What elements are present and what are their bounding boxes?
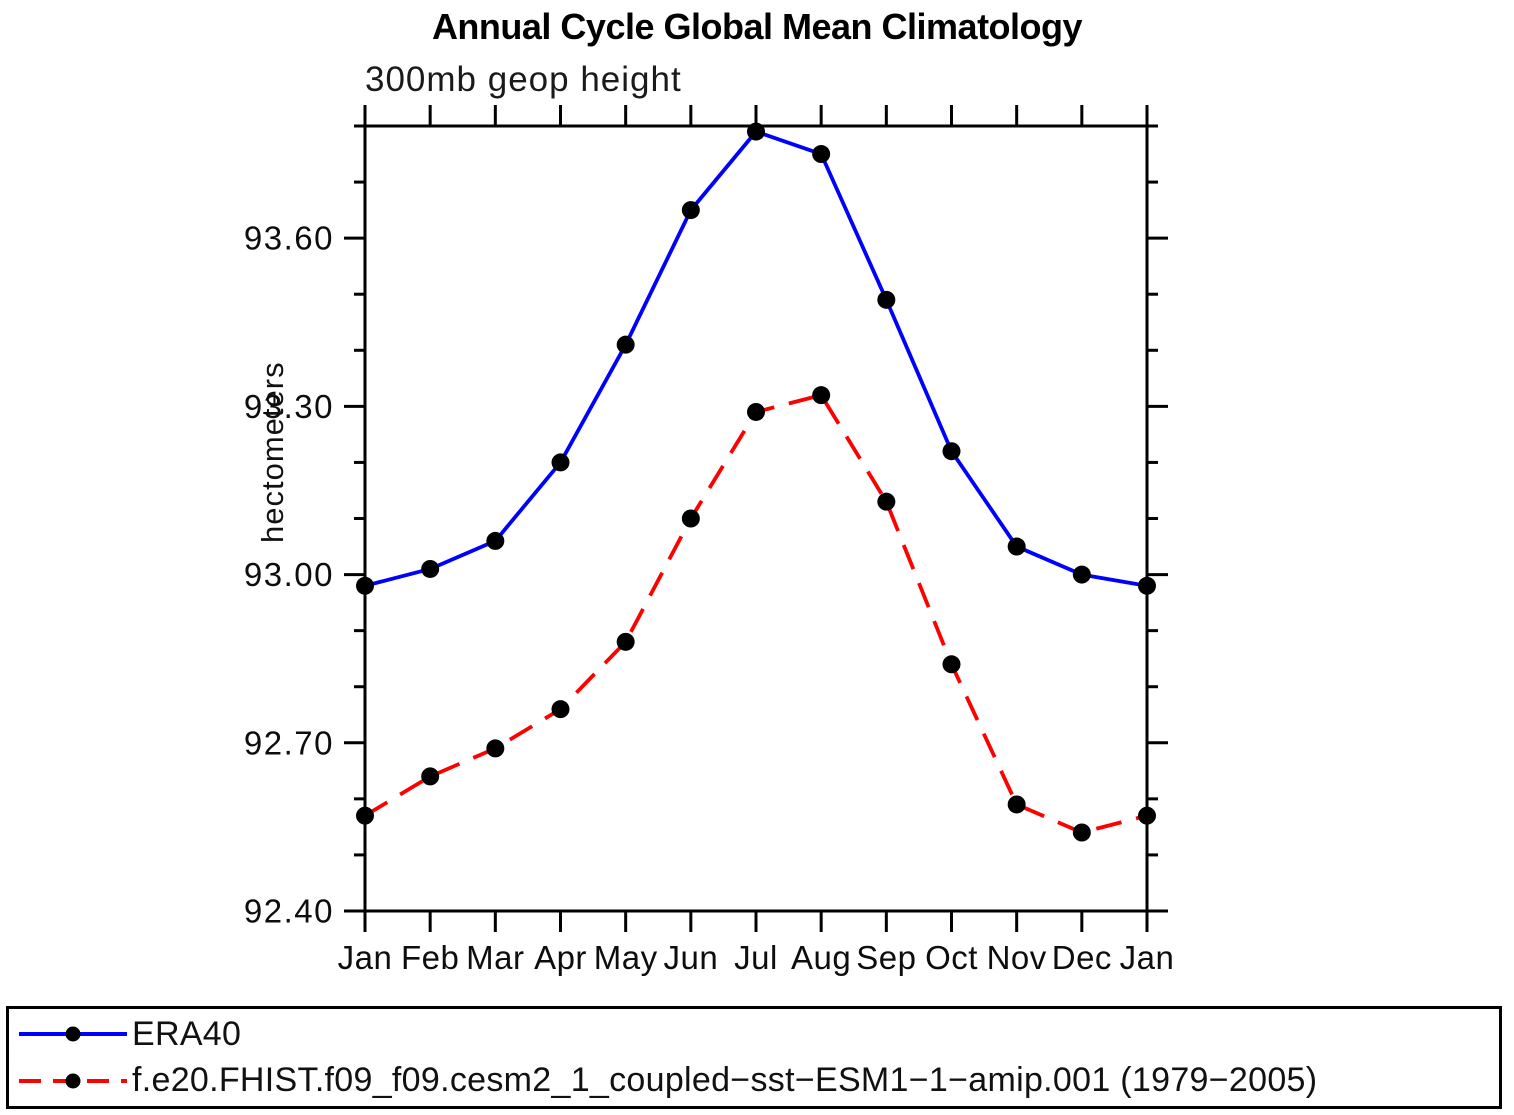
y-tick-label: 93.00	[244, 556, 334, 593]
legend-entry: ERA40	[17, 1012, 1499, 1056]
y-tick-label: 93.60	[244, 220, 334, 257]
x-tick-label: Jul	[734, 939, 778, 976]
legend-box: ERA40 f.e20.FHIST.f09_f09.cesm2_1_coupled…	[6, 1006, 1502, 1109]
legend-line-sample	[19, 1026, 127, 1042]
series-line-f	[364, 393, 1148, 835]
legend-label: f.e20.FHIST.f09_f09.cesm2_1_coupled−sst−…	[132, 1061, 1318, 1100]
x-tick-label: Aug	[791, 939, 851, 976]
data-point-marker	[1007, 795, 1026, 814]
data-point-marker	[486, 739, 505, 758]
x-tick-label: Apr	[534, 939, 587, 976]
data-point-marker	[616, 632, 635, 651]
data-point-marker	[1138, 576, 1156, 595]
x-tick-label: Oct	[925, 939, 978, 976]
data-point-marker	[681, 201, 700, 220]
x-tick-label: Jun	[663, 939, 718, 976]
data-point-marker	[551, 700, 570, 719]
data-point-marker	[747, 402, 765, 421]
legend-label: ERA40	[132, 1014, 242, 1053]
data-point-marker	[421, 559, 440, 578]
legend-line-sample	[19, 1073, 127, 1089]
data-point-marker	[942, 442, 961, 461]
data-point-marker	[1138, 806, 1156, 825]
data-point-marker	[421, 767, 440, 786]
data-point-marker	[942, 655, 961, 674]
data-point-marker	[1072, 565, 1091, 584]
data-point-marker	[877, 290, 896, 309]
x-tick-label: Jan	[1120, 939, 1175, 976]
y-tick-label: 92.40	[244, 893, 334, 930]
data-point-marker	[356, 806, 374, 825]
x-tick-label: Nov	[987, 939, 1047, 976]
chart-title: Annual Cycle Global Mean Climatology	[431, 6, 1083, 47]
data-point-marker	[356, 576, 374, 595]
x-tick-label: Feb	[401, 939, 459, 976]
chart-subtitle: 300mb geop height	[365, 60, 682, 99]
data-point-marker	[812, 145, 831, 164]
x-tick-label: Sep	[856, 939, 916, 976]
series-line-ERA40	[364, 129, 1148, 588]
data-point-marker	[681, 509, 700, 528]
legend-entry: f.e20.FHIST.f09_f09.cesm2_1_coupled−sst−…	[17, 1059, 1499, 1103]
data-point-marker	[1072, 823, 1091, 842]
x-tick-label: May	[594, 939, 658, 976]
plot-frame	[363, 124, 1149, 913]
data-point-marker	[812, 386, 831, 405]
y-tick-label: 92.70	[244, 724, 334, 761]
data-point-marker	[1007, 537, 1026, 556]
data-point-marker	[551, 453, 570, 472]
y-tick-label: 93.30	[244, 388, 334, 425]
x-tick-label: Dec	[1052, 939, 1112, 976]
x-tick-label: Mar	[466, 939, 524, 976]
data-point-marker	[877, 492, 896, 511]
data-point-marker	[486, 531, 505, 550]
data-point-marker	[747, 122, 765, 141]
x-tick-label: Jan	[338, 939, 393, 976]
data-point-marker	[616, 335, 635, 354]
